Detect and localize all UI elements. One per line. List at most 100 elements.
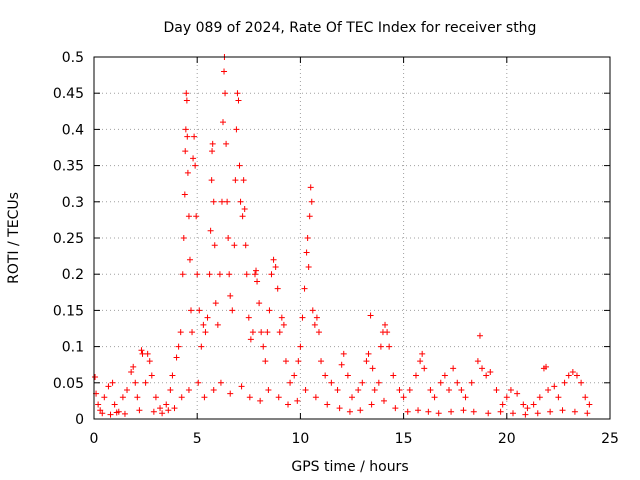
data-point bbox=[208, 177, 215, 184]
y-tick-label: 0.45 bbox=[53, 86, 84, 102]
data-point bbox=[551, 383, 558, 390]
data-point bbox=[198, 343, 205, 350]
y-tick-label: 0.05 bbox=[53, 376, 84, 392]
data-point bbox=[268, 271, 275, 278]
data-point bbox=[344, 372, 351, 379]
data-point bbox=[150, 408, 157, 415]
data-point bbox=[441, 372, 448, 379]
data-point bbox=[297, 343, 304, 350]
data-point bbox=[232, 177, 239, 184]
data-point bbox=[534, 410, 541, 417]
data-point bbox=[180, 235, 187, 241]
data-point bbox=[573, 372, 580, 379]
data-point bbox=[406, 387, 413, 394]
data-point bbox=[503, 394, 510, 401]
data-point bbox=[182, 126, 189, 133]
y-tick-labels: 0 0.05 0.1 0.15 0.2 0.25 0.3 0.35 0.4 0.45 0.5 bbox=[53, 50, 84, 428]
data-point bbox=[185, 387, 192, 394]
data-point bbox=[507, 387, 514, 394]
grid-lines bbox=[94, 57, 610, 419]
data-point bbox=[307, 184, 314, 191]
data-point bbox=[194, 271, 201, 278]
data-point bbox=[291, 372, 298, 379]
y-tick-label: 0.25 bbox=[53, 231, 84, 247]
data-point bbox=[177, 329, 184, 336]
data-point bbox=[400, 394, 407, 401]
data-point bbox=[231, 242, 238, 249]
data-point bbox=[446, 387, 453, 394]
data-point bbox=[183, 97, 190, 104]
data-point bbox=[225, 235, 232, 241]
data-point bbox=[265, 387, 272, 394]
x-tick-label: 15 bbox=[395, 431, 413, 447]
data-point bbox=[280, 321, 287, 328]
data-point bbox=[559, 407, 566, 414]
data-point bbox=[210, 387, 217, 394]
data-point bbox=[392, 405, 399, 412]
data-points bbox=[92, 54, 593, 418]
data-point bbox=[249, 329, 256, 336]
data-point bbox=[311, 321, 318, 328]
data-point bbox=[247, 336, 254, 343]
data-point bbox=[421, 365, 428, 372]
data-point bbox=[240, 177, 247, 184]
data-point bbox=[173, 354, 180, 361]
data-point bbox=[214, 321, 221, 328]
data-point bbox=[188, 307, 195, 314]
data-point bbox=[266, 307, 273, 314]
y-tick-label: 0.3 bbox=[62, 195, 84, 211]
data-point bbox=[543, 363, 550, 370]
data-point bbox=[509, 410, 516, 417]
data-point bbox=[571, 408, 578, 415]
data-point bbox=[200, 321, 207, 328]
data-point bbox=[207, 227, 214, 234]
data-point bbox=[276, 329, 283, 336]
data-point bbox=[384, 329, 391, 336]
data-point bbox=[251, 271, 258, 278]
data-point bbox=[380, 397, 387, 404]
data-point bbox=[425, 408, 432, 415]
data-point bbox=[304, 235, 311, 241]
data-point bbox=[340, 350, 347, 357]
data-point bbox=[419, 350, 426, 357]
data-point bbox=[185, 213, 192, 220]
data-point bbox=[390, 372, 397, 379]
data-point bbox=[435, 410, 442, 417]
data-point bbox=[578, 379, 585, 386]
data-point bbox=[524, 405, 531, 412]
data-point bbox=[195, 379, 202, 386]
data-point bbox=[238, 383, 245, 390]
data-point bbox=[468, 379, 475, 386]
data-point bbox=[522, 411, 529, 418]
data-point bbox=[196, 307, 203, 314]
data-point bbox=[212, 300, 219, 307]
data-point bbox=[299, 314, 306, 321]
data-point bbox=[256, 300, 263, 307]
data-point bbox=[107, 411, 114, 418]
data-point bbox=[227, 390, 234, 397]
data-point bbox=[260, 343, 267, 350]
data-point bbox=[365, 350, 372, 357]
data-point bbox=[470, 408, 477, 415]
data-point bbox=[450, 365, 457, 372]
data-point bbox=[183, 90, 190, 97]
data-point bbox=[159, 410, 166, 417]
data-point bbox=[92, 374, 99, 381]
data-point bbox=[278, 314, 285, 321]
data-point bbox=[483, 372, 490, 379]
data-point bbox=[165, 407, 172, 414]
data-point bbox=[530, 401, 537, 408]
data-point bbox=[431, 394, 438, 401]
data-point bbox=[182, 148, 189, 155]
x-tick-label: 0 bbox=[90, 431, 99, 447]
data-point bbox=[303, 249, 310, 256]
data-point bbox=[275, 394, 282, 401]
data-point bbox=[336, 405, 343, 412]
data-point bbox=[369, 365, 376, 372]
data-point bbox=[245, 314, 252, 321]
data-point bbox=[497, 408, 504, 415]
data-point bbox=[334, 387, 341, 394]
data-point bbox=[274, 285, 281, 292]
data-point bbox=[171, 405, 178, 412]
